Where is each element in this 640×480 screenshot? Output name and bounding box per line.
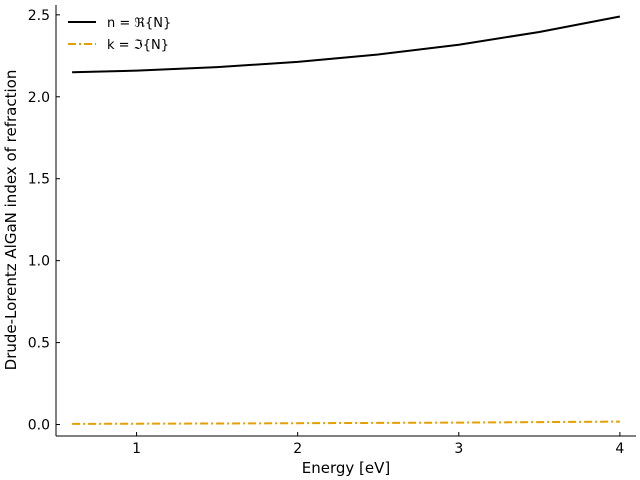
series-1: [72, 15, 621, 74]
y-tick-label: 1.0: [28, 254, 50, 270]
series-layer: [72, 15, 621, 425]
legend-label: n = ℜ{N}: [107, 16, 171, 31]
series-line: [72, 420, 620, 425]
x-tick-label: 4: [615, 441, 624, 457]
legend-item: k = ℑ{N}: [68, 38, 169, 53]
y-tick-label: 1.5: [28, 172, 50, 188]
y-tick-label: 0.0: [28, 418, 50, 434]
legend-label: k = ℑ{N}: [107, 38, 169, 53]
series-2: [72, 420, 620, 425]
legend: n = ℜ{N} k = ℑ{N}: [68, 16, 171, 53]
series-line: [72, 15, 621, 74]
x-axis-label: Energy [eV]: [302, 459, 390, 477]
x-tick-label: 1: [132, 441, 141, 457]
axes: 1 2 3 4 0.0 0.5 1.0 1.5 2.0 2.5: [28, 5, 636, 457]
y-axis-label: Drude-Lorentz AlGaN index of refraction: [2, 70, 20, 371]
x-tick-label: 3: [454, 441, 463, 457]
y-tick-label: 0.5: [28, 336, 50, 352]
y-tick-label: 2.5: [28, 8, 50, 24]
x-tick-label: 2: [293, 441, 302, 457]
legend-item: n = ℜ{N}: [68, 16, 171, 31]
y-tick-label: 2.0: [28, 90, 50, 106]
